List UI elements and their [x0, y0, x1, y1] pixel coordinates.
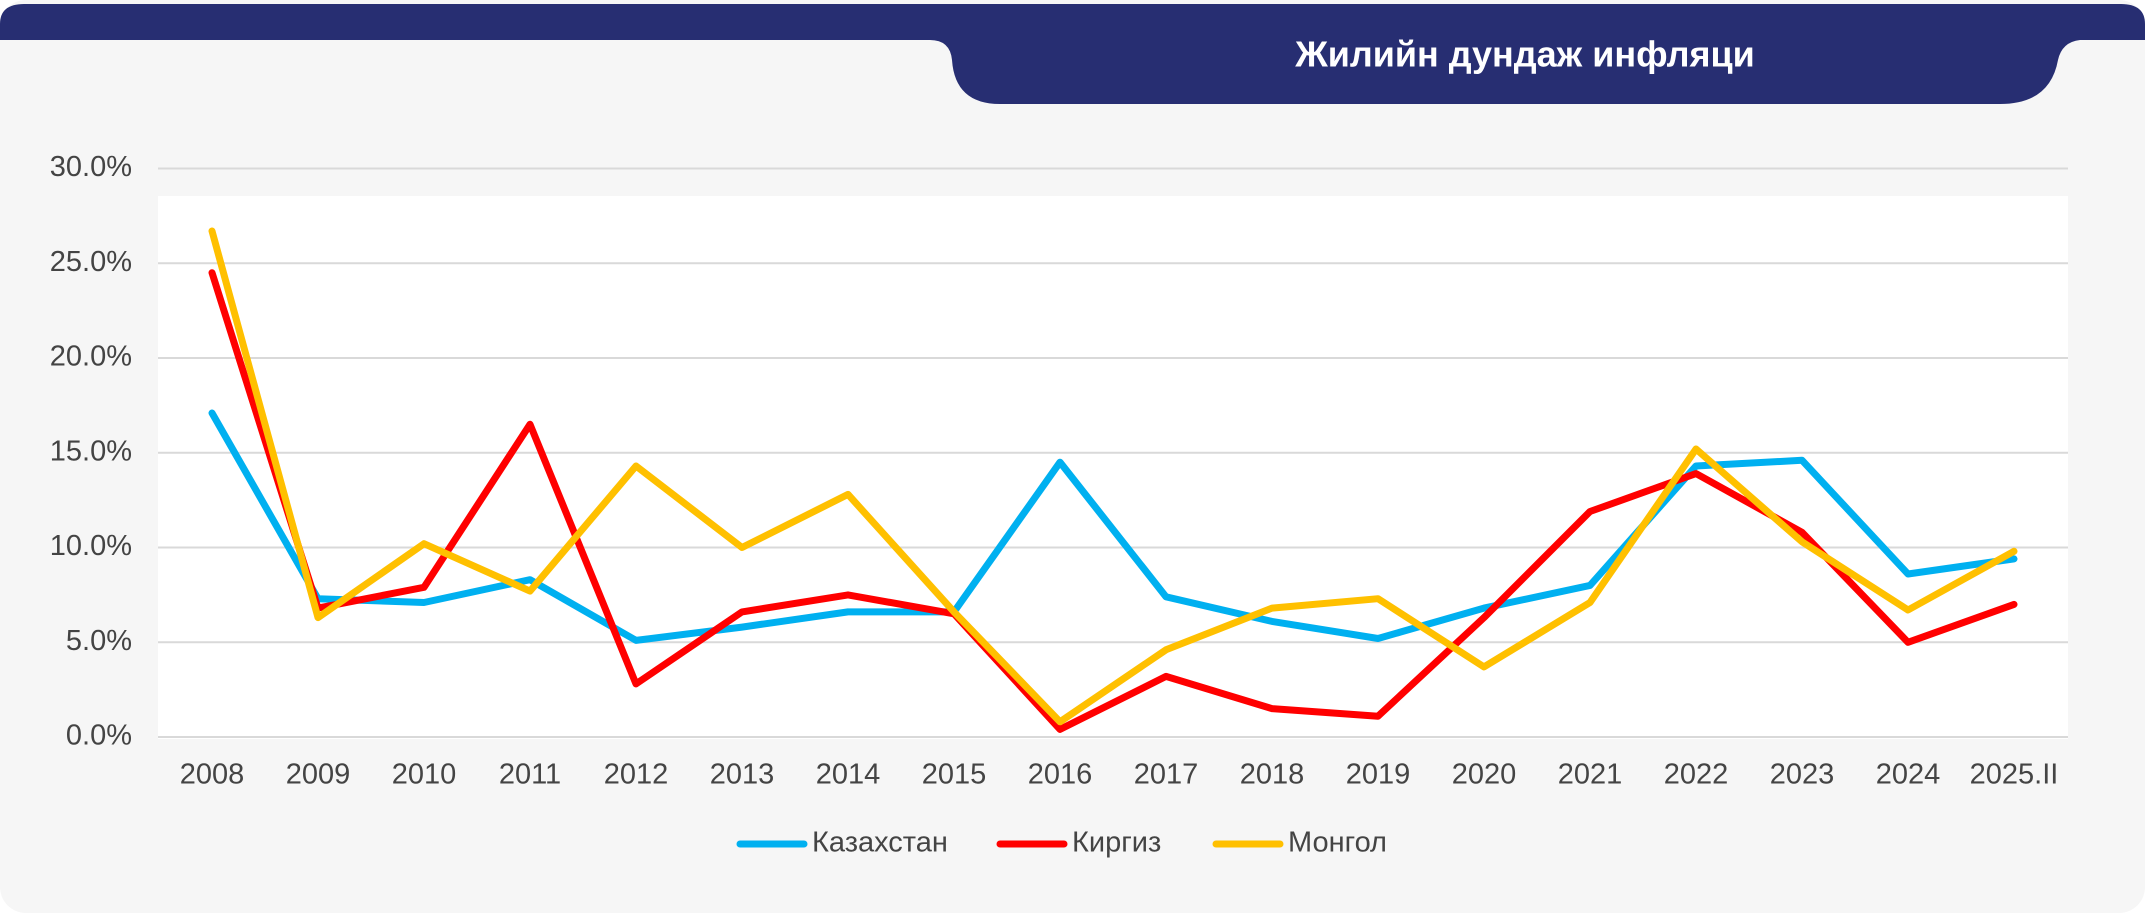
y-tick-label: 5.0% [66, 625, 132, 657]
x-tick-label: 2013 [710, 759, 775, 791]
y-tick-label: 25.0% [50, 246, 132, 278]
plot-area [158, 196, 2068, 739]
x-tick-label: 2012 [604, 759, 669, 791]
chart-title: Жилийн дундаж инфляци [1294, 34, 1755, 75]
x-tick-label: 2015 [922, 759, 987, 791]
x-tick-label: 2019 [1346, 759, 1411, 791]
x-tick-label: 2014 [816, 759, 881, 791]
y-tick-label: 30.0% [50, 151, 132, 183]
series-lines [208, 227, 2018, 733]
y-tick-label: 20.0% [50, 341, 132, 373]
series-line [208, 269, 2018, 733]
x-tick-label: 2011 [499, 759, 561, 791]
y-tick-label: 15.0% [50, 435, 132, 467]
gridlines [158, 167, 2068, 738]
y-tick-label: 10.0% [50, 530, 132, 562]
series-line [208, 227, 2018, 726]
title-banner-strip [0, 4, 2145, 104]
x-tick-label: 2009 [286, 759, 351, 791]
x-tick-label: 2025.II [1970, 759, 2059, 791]
legend-label: Киргиз [1072, 827, 1161, 859]
x-tick-label: 2017 [1134, 759, 1199, 791]
legend-label: Казахстан [812, 827, 948, 859]
x-tick-label: 2020 [1452, 759, 1517, 791]
x-tick-label: 2023 [1770, 759, 1835, 791]
y-tick-label: 0.0% [66, 720, 132, 752]
x-tick-label: 2018 [1240, 759, 1305, 791]
x-tick-label: 2024 [1876, 759, 1941, 791]
x-tick-label: 2021 [1558, 759, 1623, 791]
x-tick-label: 2008 [180, 759, 245, 791]
x-tick-label: 2016 [1028, 759, 1093, 791]
y-axis-tick-labels: 30.0% 25.0% 20.0% 15.0% 10.0% 5.0% 0.0% [50, 151, 132, 752]
x-axis-tick-labels: 2008 2009 2010 2011 2012 2013 2014 2015 2016 2017… [180, 759, 2059, 791]
legend: Казахстан Киргиз Монгол [736, 827, 1387, 859]
x-tick-label: 2022 [1664, 759, 1729, 791]
legend-label: Монгол [1288, 827, 1387, 859]
x-tick-label: 2010 [392, 759, 457, 791]
